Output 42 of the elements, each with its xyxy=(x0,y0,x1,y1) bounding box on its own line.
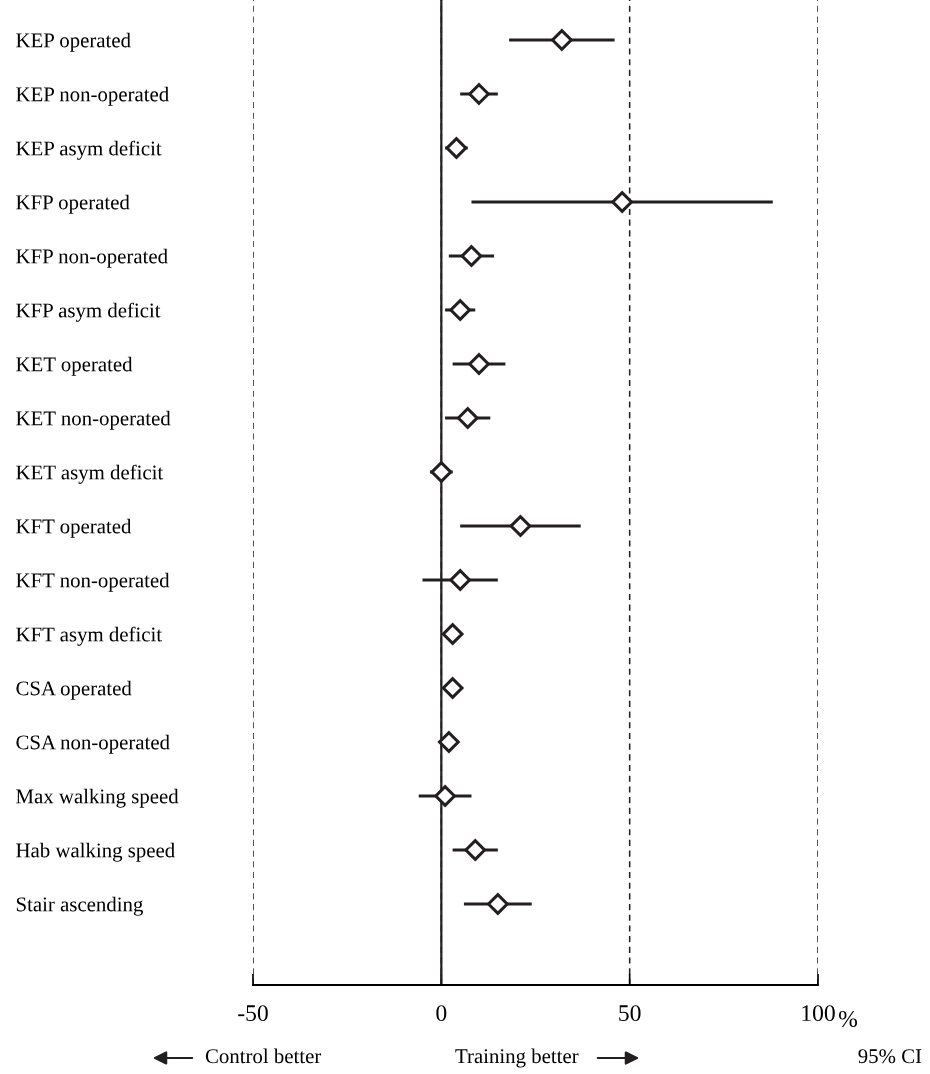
y-tick-label: KFT non-operated xyxy=(16,572,170,592)
text: Training better xyxy=(455,1048,579,1068)
point xyxy=(449,299,472,321)
y-tick-label: KFT asym deficit xyxy=(16,626,162,646)
point xyxy=(445,137,468,159)
point xyxy=(468,83,490,105)
y-tick-label: Stair ascending xyxy=(16,896,143,916)
y-tick-label: KFT operated xyxy=(16,518,132,538)
y-tick-label: KEP asym deficit xyxy=(16,140,162,160)
text: Control better xyxy=(205,1048,322,1064)
x-tick-label: 50 xyxy=(619,1005,641,1022)
x-axis-title: % xyxy=(838,1010,858,1027)
y-tick-label: KET asym deficit xyxy=(16,464,164,484)
y-tick-label: CSA non-operated xyxy=(16,734,170,754)
y-tick-label: KFP non-operated xyxy=(16,248,168,268)
point xyxy=(438,731,460,753)
point xyxy=(468,353,490,375)
point xyxy=(441,623,464,645)
point xyxy=(611,191,633,213)
x-tick-label: 100 xyxy=(802,1005,835,1022)
point xyxy=(430,461,453,483)
point xyxy=(509,515,532,537)
text: 95% CI xyxy=(858,1049,922,1064)
y-tick-label: KEP operated xyxy=(16,32,131,52)
point xyxy=(551,29,573,51)
y-tick-label: Max walking speed xyxy=(16,788,179,808)
y-tick-label: KET non-operated xyxy=(16,410,171,430)
x-tick-label: -50 xyxy=(238,1005,268,1022)
y-tick-label: Hab walking speed xyxy=(16,842,175,862)
point xyxy=(460,245,483,267)
y-tick-label: CSA operated xyxy=(16,680,132,700)
point xyxy=(456,407,479,429)
point xyxy=(434,785,456,807)
x-tick-label: 0 xyxy=(436,1005,447,1022)
point xyxy=(441,677,464,699)
y-tick-label: KEP non-operated xyxy=(16,86,169,106)
point xyxy=(486,893,509,915)
point xyxy=(449,569,472,591)
y-tick-label: KFP asym deficit xyxy=(16,302,161,322)
y-tick-label: KFP operated xyxy=(16,194,130,214)
point xyxy=(464,839,487,861)
y-tick-label: KET operated xyxy=(16,356,133,376)
